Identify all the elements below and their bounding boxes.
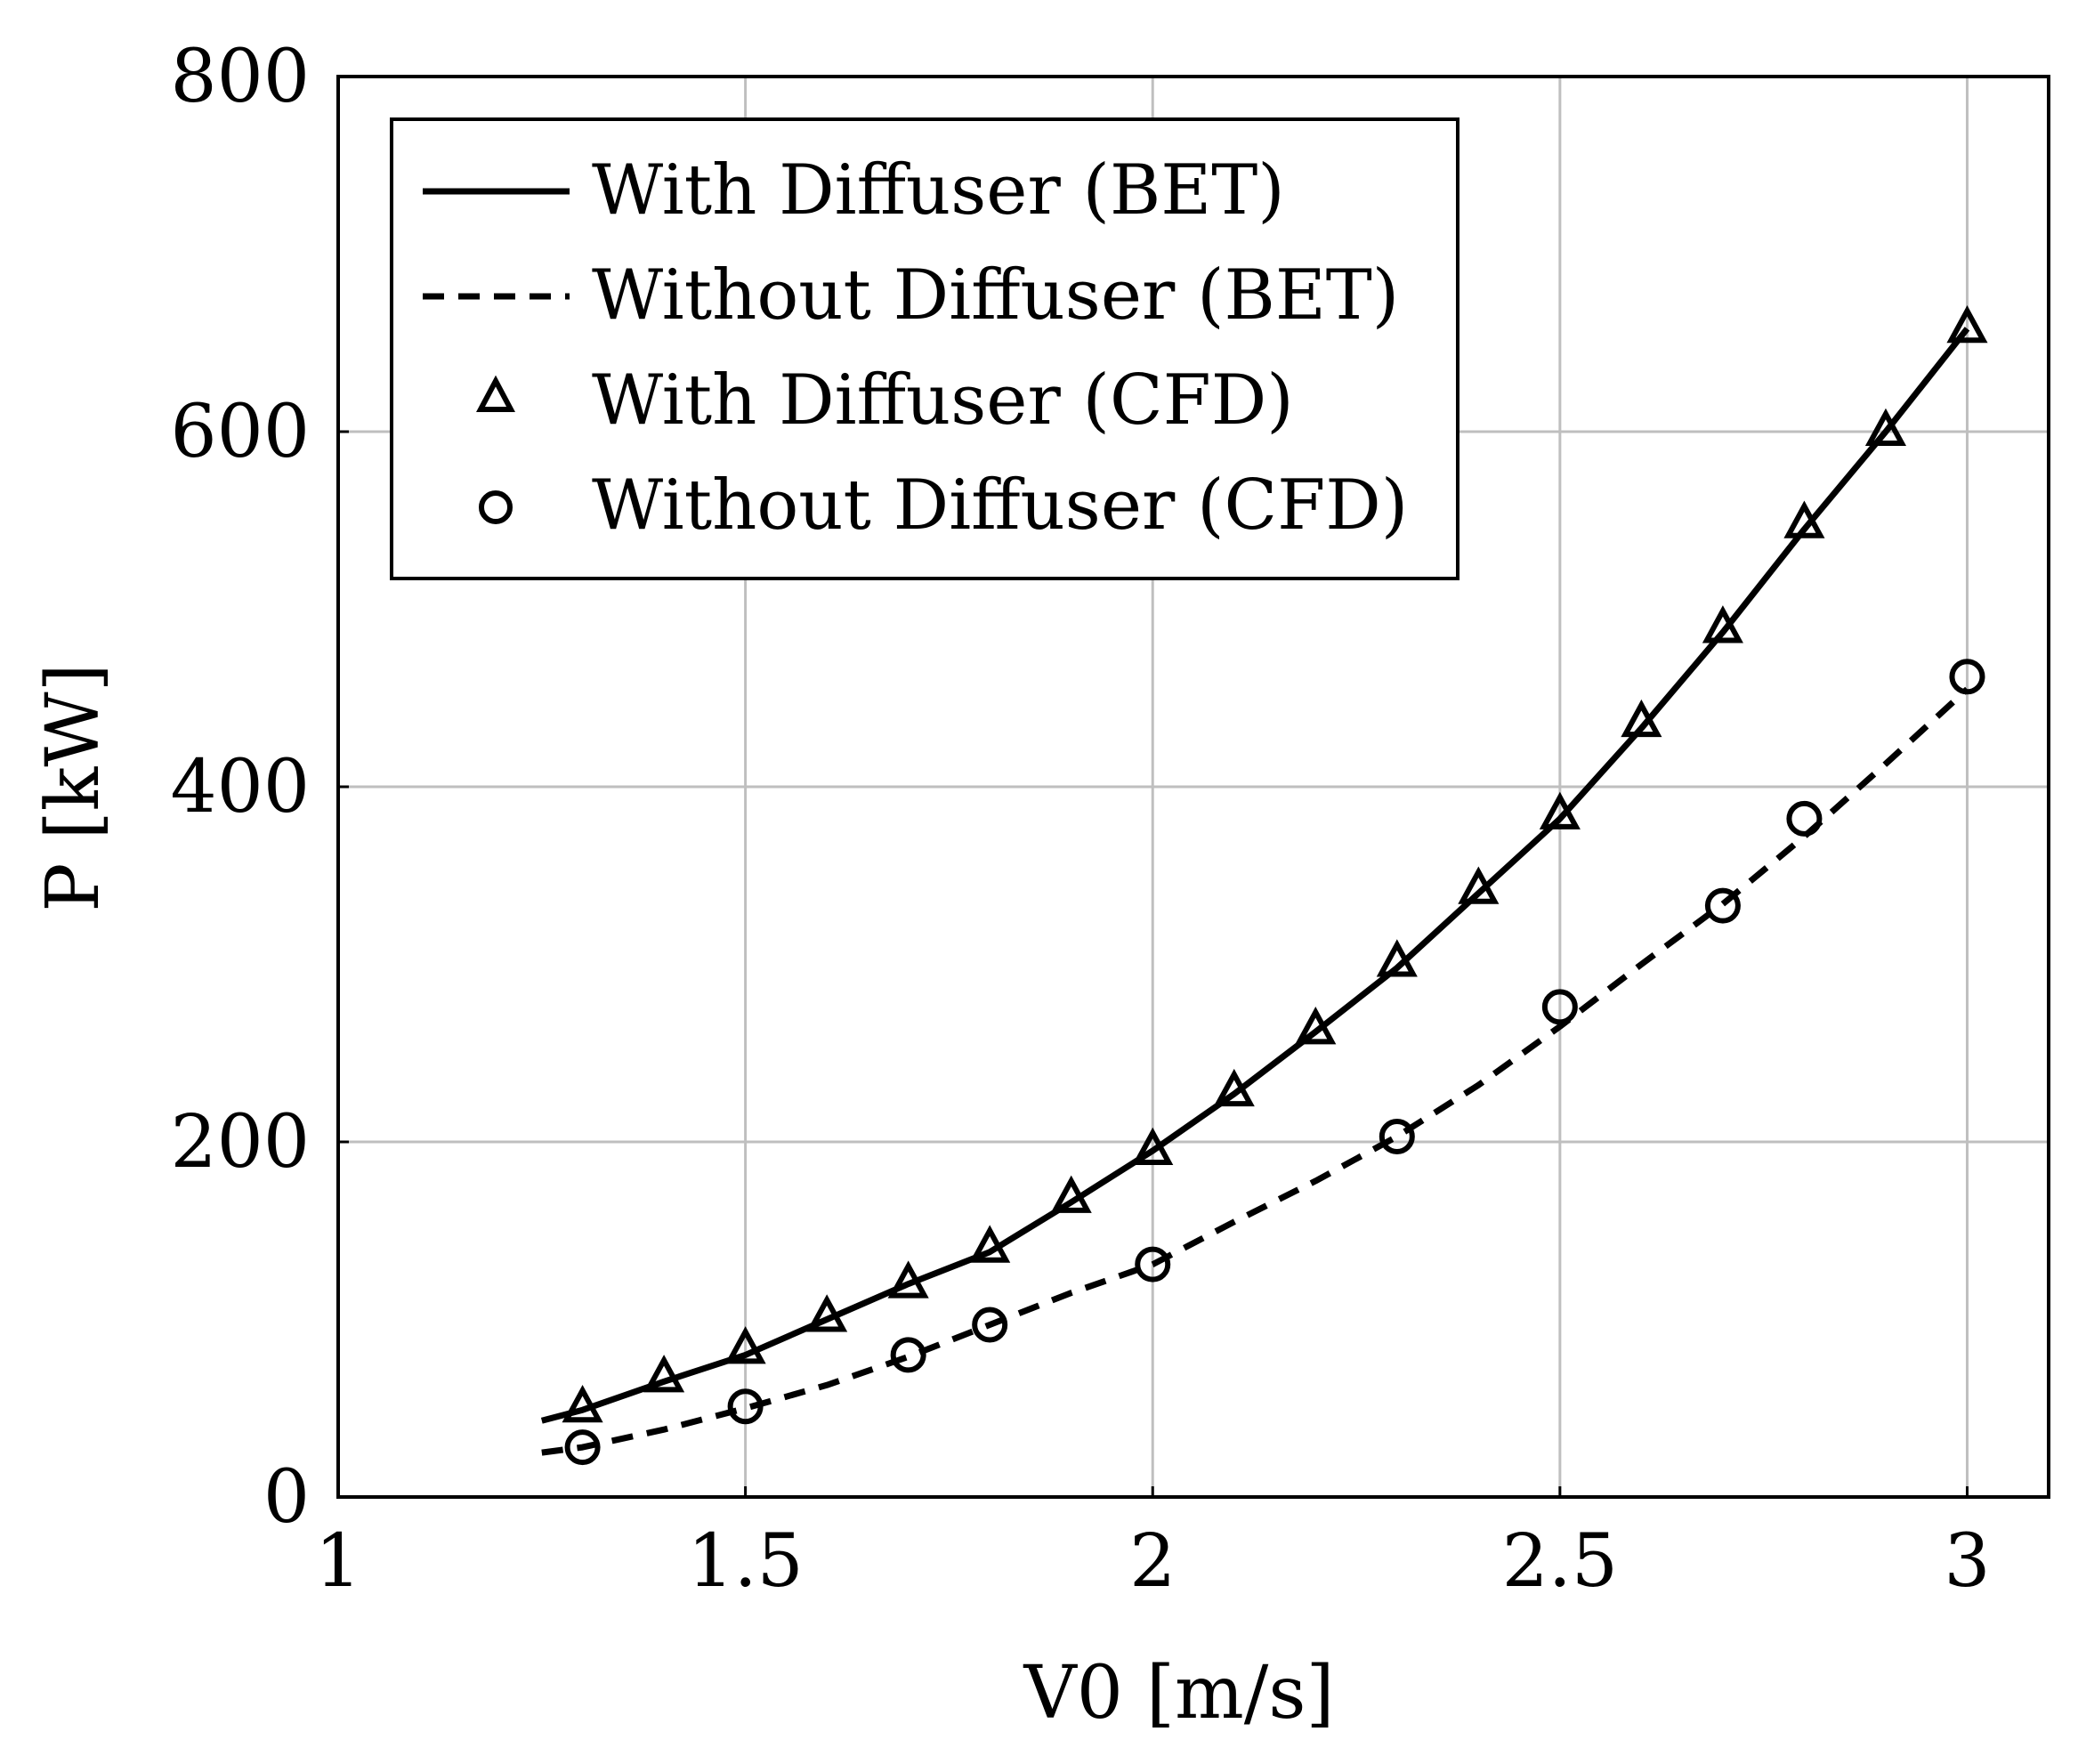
x-tick-label: 1.5 (687, 1519, 803, 1604)
x-tick-label: 2.5 (1502, 1519, 1618, 1604)
series-layer (540, 305, 1988, 1466)
triangle-marker-point (887, 1260, 929, 1299)
circle-marker-point (727, 1388, 764, 1425)
series-2 (562, 305, 1988, 1423)
triangle-marker-point (969, 1225, 1011, 1263)
triangle-marker-point (1458, 866, 1500, 904)
y-tick-label: 400 (170, 745, 310, 829)
y-tick-label: 800 (170, 35, 310, 119)
series-1 (541, 686, 1969, 1456)
y-tick-label: 600 (170, 390, 310, 474)
y-axis-title: P [kW] (31, 663, 116, 911)
legend: With Diffuser (BET) Without Diffuser (BE… (390, 117, 1459, 580)
triangle-marker-point (806, 1294, 848, 1332)
legend-symbol-circle-icon (479, 490, 513, 524)
legend-label-without-diffuser-bet: Without Diffuser (BET) (592, 255, 1399, 336)
triangle-marker-point (1213, 1068, 1255, 1107)
y-tick-label: 200 (170, 1100, 310, 1185)
triangle-marker-point (1376, 939, 1418, 977)
legend-box (390, 117, 1459, 580)
triangle-marker-point (1783, 500, 1825, 538)
circle-marker-point (1704, 887, 1741, 924)
triangle-marker-point (1702, 605, 1743, 643)
triangle-marker-point (724, 1326, 766, 1364)
y-tick-label: 0 (263, 1455, 310, 1540)
series-3 (564, 659, 1985, 1466)
series-0 (540, 327, 1970, 1424)
legend-symbol-triangle-icon (476, 375, 515, 412)
triangle-marker-point (643, 1355, 685, 1393)
with-diffuser-bet-line (540, 327, 1970, 1424)
triangle-marker-point (1050, 1175, 1092, 1213)
triangle-marker-point (562, 1384, 603, 1423)
triangle-marker-point (1864, 408, 1907, 446)
tick-labels: 1 1.5 2 2.5 3 0 200 400 600 800 (170, 35, 1990, 1604)
circle-marker-point (1379, 1119, 1415, 1155)
circle-marker-point (890, 1337, 926, 1373)
triangle-marker-point (1621, 699, 1662, 738)
circle-marker-point (564, 1429, 601, 1466)
circle-marker-point (1541, 989, 1578, 1025)
legend-label-without-diffuser-cfd: Without Diffuser (CFD) (592, 465, 1408, 546)
legend-label-with-diffuser-bet: With Diffuser (BET) (592, 150, 1285, 231)
x-tick-label: 1 (315, 1519, 361, 1604)
circle-marker-point (1949, 659, 1985, 695)
circle-marker-point (1135, 1246, 1171, 1283)
triangle-marker-point (1539, 791, 1581, 829)
triangle-marker-point (1295, 1007, 1337, 1045)
circle-marker-point (972, 1307, 1008, 1343)
x-axis-title: V0 [m/s] (1023, 1651, 1335, 1736)
legend-label-with-diffuser-cfd: With Diffuser (CFD) (592, 360, 1294, 441)
x-tick-label: 3 (1944, 1519, 1990, 1604)
triangle-marker-point (1946, 305, 1988, 344)
without-diffuser-bet-line (541, 686, 1969, 1456)
triangle-marker-point (1132, 1127, 1174, 1165)
x-tick-label: 2 (1129, 1519, 1176, 1604)
circle-marker-point (1786, 800, 1823, 837)
